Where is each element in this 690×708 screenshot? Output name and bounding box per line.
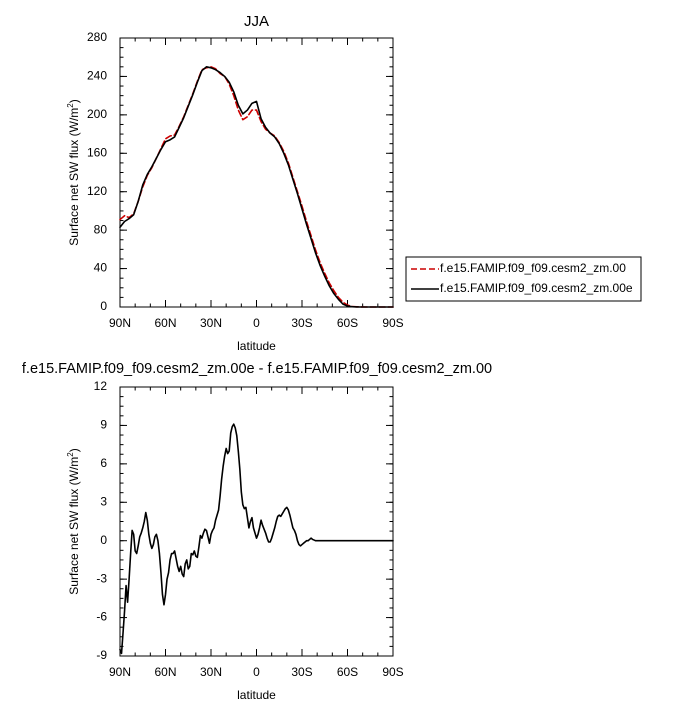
chart-1-x-tick-label: 30S: [291, 316, 312, 330]
chart-1-y-tick-label: 200: [87, 107, 107, 121]
chart-1-y-tick-label: 240: [87, 69, 107, 83]
chart-2-y-tick-label: 6: [100, 456, 107, 470]
chart-1-y-axis-label-sup: 2: [66, 103, 75, 108]
chart-1-x-tick-label: 0: [253, 316, 260, 330]
chart-2-x-axis-label: latitude: [237, 688, 276, 702]
chart-2-x-tick-label: 90S: [382, 665, 403, 679]
chart-1-x-tick-label: 30N: [200, 316, 222, 330]
chart-2-y-tick-label: 0: [100, 533, 107, 547]
chart-2-series-line-1: [119, 423, 394, 655]
chart-1-frame: [119, 37, 394, 308]
chart-1-x-tick-label: 60S: [337, 316, 358, 330]
chart-1-y-axis-label-main: Surface net SW flux (W/m: [67, 108, 81, 246]
chart-2-x-tick-label: 60S: [337, 665, 358, 679]
chart-2-y-axis-label-end: ): [67, 448, 81, 452]
chart-1-y-tick-label: 80: [94, 222, 108, 236]
chart-1-y-tick-label: 280: [87, 30, 107, 44]
chart-2-x-tick-label: 30N: [200, 665, 222, 679]
chart-2-y-axis-label: Surface net SW flux (W/m2): [66, 448, 81, 594]
chart-1-x-tick-label: 90S: [382, 316, 403, 330]
chart-2-title: f.e15.FAMIP.f09_f09.cesm2_zm.00e - f.e15…: [22, 361, 492, 377]
chart-2-y-tick-label: -3: [96, 571, 107, 585]
chart-1-series-line-1: [119, 66, 394, 308]
chart-2-y-axis-label-sup: 2: [66, 452, 75, 457]
chart-1-series-line-2: [119, 66, 394, 308]
chart-2-y-tick-label: 9: [100, 418, 107, 432]
chart-2-y-tick-label: -9: [96, 648, 107, 662]
chart-2-y-tick-label: 12: [94, 379, 108, 393]
chart-2-x-tick-label: 90N: [109, 665, 131, 679]
chart-1-x-tick-label: 90N: [109, 316, 131, 330]
chart-1-y-axis-label-end: ): [67, 99, 81, 103]
legend-label-2: f.e15.FAMIP.f09_f09.cesm2_zm.00e: [440, 281, 633, 295]
chart-2-y-axis-label-main: Surface net SW flux (W/m: [67, 457, 81, 595]
chart-2-frame: [119, 386, 394, 657]
chart-2-x-tick-label: 60N: [154, 665, 176, 679]
chart-2-y-tick-label: -6: [96, 610, 107, 624]
chart-1-y-tick-label: 160: [87, 145, 107, 159]
chart-2-x-tick-label: 30S: [291, 665, 312, 679]
legend: f.e15.FAMIP.f09_f09.cesm2_zm.00 f.e15.FAM…: [405, 256, 642, 302]
chart-1-x-axis-label: latitude: [237, 339, 276, 353]
chart-2-x-tick-label: 0: [253, 665, 260, 679]
chart-bottom: f.e15.FAMIP.f09_f09.cesm2_zm.00e - f.e15…: [22, 361, 492, 702]
legend-box: [405, 256, 642, 302]
chart-1-y-tick-label: 40: [94, 261, 108, 275]
chart-1-x-tick-label: 60N: [154, 316, 176, 330]
chart-1-y-tick-label: 0: [100, 299, 107, 313]
chart-1-y-axis-label: Surface net SW flux (W/m2): [66, 99, 81, 245]
chart-top: JJA 90N 60N 30N 0 30S 60S 90S 0 40 80 120 160 200 240 2…: [66, 13, 404, 353]
chart-1-y-tick-label: 120: [87, 184, 107, 198]
legend-label-1: f.e15.FAMIP.f09_f09.cesm2_zm.00: [440, 261, 626, 275]
chart-1-title: JJA: [244, 13, 269, 30]
chart-2-y-tick-label: 3: [100, 494, 107, 508]
